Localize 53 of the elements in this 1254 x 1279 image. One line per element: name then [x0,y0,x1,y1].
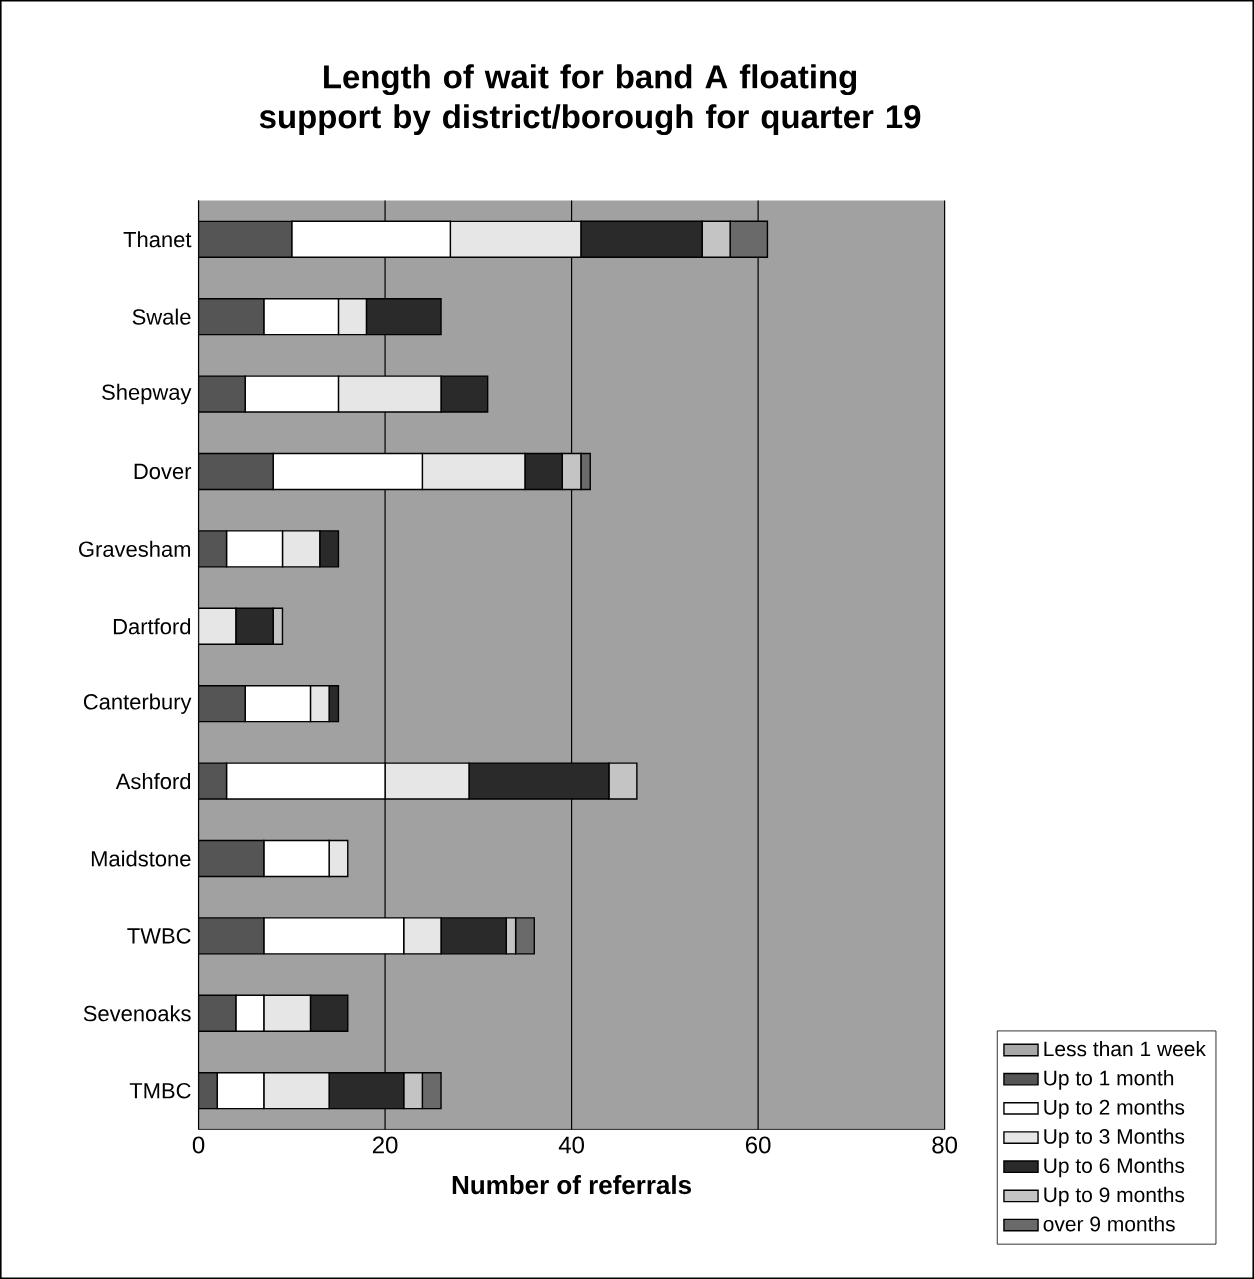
y-tick-label: Canterbury [83,693,192,714]
y-tick-label: Swale [132,308,191,325]
y-tick-label: Maidstone [91,850,191,867]
y-tick-label: Gravesham [79,540,191,557]
bar [198,530,228,568]
bar [384,762,470,800]
bar [198,1072,218,1110]
bar [198,917,265,955]
y-tick-label: Dartford [113,618,191,635]
bar [440,375,489,413]
bar [319,530,340,568]
bar [337,297,368,336]
x-tick-label: 60 [745,1136,771,1154]
bar [198,375,246,413]
y-tick-label: Dover [134,463,192,480]
bar [421,452,526,491]
y-tick-label: Shepway [102,383,192,405]
bar [198,839,265,878]
bar [263,1072,330,1110]
legend-label: over 9 months [1043,1215,1175,1232]
bar [198,297,265,336]
legend-label: Up to 6 Months [1044,1157,1185,1178]
chart-title: Length of wait for band A floating support by district/borough for quarter 19 [259,64,921,136]
x-axis-title: Number of referrals [452,1175,691,1195]
bar [198,220,293,258]
bar [235,994,265,1032]
bar [309,994,349,1032]
x-tick-label: 0 [192,1136,205,1154]
bar [198,762,228,800]
bar [403,917,442,955]
bar [263,994,312,1032]
bar [198,685,246,723]
bar [449,220,582,258]
legend-label: Less than 1 week [1044,1040,1206,1057]
bar [365,297,442,336]
legend-label: Up to 9 months [1044,1186,1185,1207]
y-tick-label: TMBC [129,1082,191,1099]
x-tick-label: 40 [558,1136,584,1154]
legend-label: Up to 1 month [1044,1070,1174,1090]
bar [281,530,321,568]
x-tick-label: 20 [372,1136,398,1154]
y-tick-label: Thanet [123,231,192,248]
y-tick-label: Sevenoaks [83,1005,191,1022]
bar [198,452,274,491]
y-tick-label: TWBC [127,928,191,944]
y-tick-label: Ashford [115,773,191,790]
legend-label: Up to 3 Months [1044,1128,1185,1148]
bar [225,530,284,568]
x-tick-label: 80 [932,1136,958,1154]
bar [198,607,237,645]
bar [337,375,442,413]
bar [198,994,237,1032]
legend-label: Up to 2 months [1044,1099,1185,1119]
